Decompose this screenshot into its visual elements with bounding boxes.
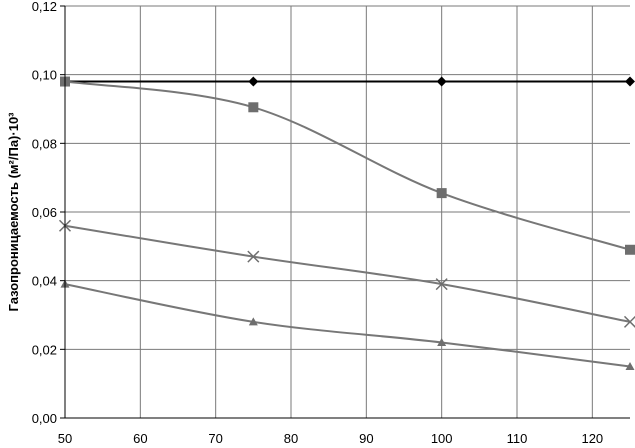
y-tick-label: 0,02 [32,342,57,357]
x-tick-label: 50 [58,431,72,446]
data-point [435,278,448,291]
y-tick-label: 0,10 [32,68,57,83]
x-tick-label: 120 [581,431,603,446]
data-point [248,76,259,87]
y-axis-title-text: Газопроницаемость (м²/Па)·10³ [6,112,21,312]
y-tick-label: 0,04 [32,274,57,289]
y-tick-label: 0,00 [32,411,57,426]
series-line [64,283,631,368]
y-tick-label: 0,06 [32,205,57,220]
data-point [248,317,258,326]
x-tick-label: 100 [431,431,453,446]
y-tick-label: 0,12 [32,0,57,14]
x-tick-label: 110 [507,431,528,446]
data-point [248,102,259,113]
y-axis-title: Газопроницаемость (м²/Па)·10³ [6,112,21,312]
data-point [436,188,447,199]
series-line [64,80,631,251]
y-tick-label: 0,08 [32,136,57,151]
x-tick-label: 60 [133,431,147,446]
axes: 50 60 70 80 90 100 110 120 0,00 0,02 0,04 0,06 0,08 0… [32,0,630,446]
data-point [436,76,447,87]
data-point [247,250,260,263]
data-point [437,337,447,346]
data-point [623,315,635,328]
x-tick-label: 70 [208,431,222,446]
x-tick-label: 80 [284,431,298,446]
series-4 [60,279,635,370]
data-point [625,244,635,255]
x-tick-label: 90 [359,431,373,446]
series-line [64,224,631,323]
data-point [625,76,635,87]
data-point [625,362,635,370]
